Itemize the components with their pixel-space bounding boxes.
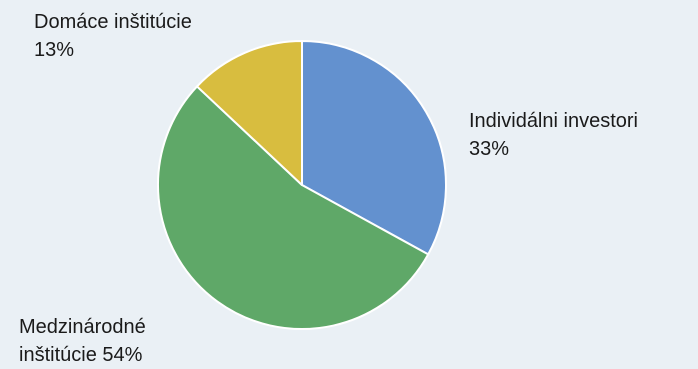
slice-label-international-institutions-line1: Medzinárodné [19, 316, 146, 338]
slice-label-domestic-institutions: Domáce inštitúcie 13% [34, 8, 192, 64]
slice-label-domestic-institutions-value: 13% [34, 39, 75, 61]
pie-slice-individual-investors [301, 40, 447, 256]
pie-slice-domestic-institutions [196, 40, 303, 186]
slice-label-individual-investors-name: Individálni investori [469, 110, 638, 132]
slice-label-international-institutions-line2: inštitúcie 54% [19, 344, 143, 366]
pie-slice-international-institutions [156, 85, 430, 330]
slice-label-domestic-institutions-name: Domáce inštitúcie [34, 11, 192, 33]
slice-label-international-institutions: Medzinárodné inštitúcie 54% [19, 313, 146, 369]
slice-label-individual-investors: Individálni investori 33% [469, 107, 638, 163]
slice-label-individual-investors-value: 33% [469, 138, 510, 160]
